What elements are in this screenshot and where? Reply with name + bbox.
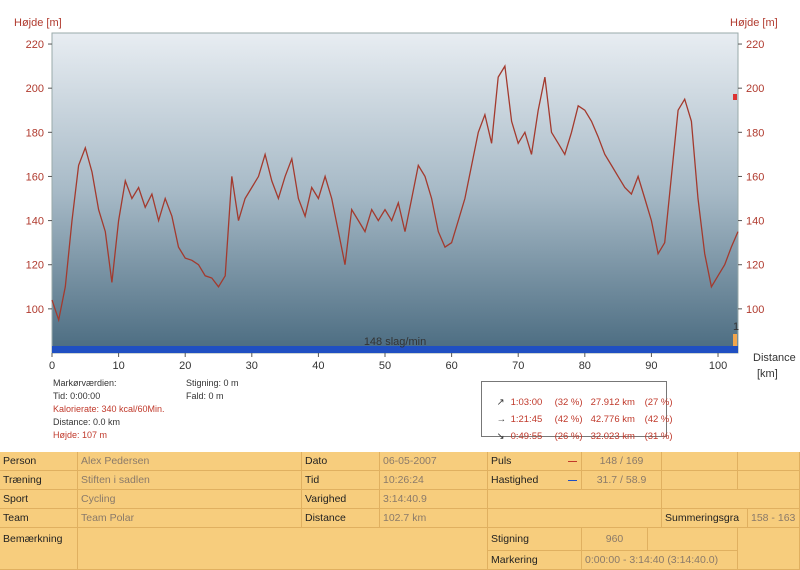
cursor-info: Markørværdien: Tid: 0:00:00 Kalorierate:…	[53, 377, 165, 442]
distance-label: Distance	[302, 509, 380, 528]
team-label: Team	[0, 509, 78, 528]
session-info-table: Person Alex Pedersen Dato 06-05-2007 Pul…	[0, 452, 800, 570]
arrow-down-icon: ↘	[496, 431, 505, 442]
stat-row-flat: → 1:21:45 (42 %) 42.776 km (42 %)	[496, 414, 673, 425]
summering-label: Summeringsgra	[662, 509, 748, 528]
markering-label: Markering	[488, 551, 582, 570]
y-tick-label-right: 180	[746, 127, 764, 139]
empty-cell	[738, 452, 800, 471]
stigning-value: 960	[582, 528, 648, 551]
empty-cell	[662, 490, 800, 509]
cursor-distance: Distance: 0.0 km	[53, 417, 121, 427]
empty-cell	[488, 490, 662, 509]
x-ticks: 0 10 20 30 40 50 60 70 80 90 100	[49, 353, 727, 372]
y-tick-label-right: 200	[746, 83, 764, 95]
y-axis-label-right: Højde [m]	[730, 17, 778, 29]
traening-label: Træning	[0, 471, 78, 490]
right-marker-label: 1	[733, 321, 739, 333]
varighed-value: 3:14:40.9	[380, 490, 488, 509]
cursor-time: Tid: 0:00:00	[53, 391, 101, 401]
arrow-up-icon: ↗	[496, 397, 505, 408]
climb-value: Stigning: 0 m	[186, 378, 239, 388]
climb-info: Stigning: 0 m Fald: 0 m	[186, 377, 239, 403]
y-tick-label-right: 120	[746, 260, 764, 272]
y-tick-label-right: 140	[746, 216, 764, 228]
descent-value: Fald: 0 m	[186, 391, 224, 401]
x-tick-label: 90	[645, 360, 657, 372]
x-tick-label: 0	[49, 360, 55, 372]
y-axis-label-left: Højde [m]	[14, 17, 62, 29]
y-tick-label-left: 180	[26, 127, 44, 139]
y-tick-label-left: 200	[26, 83, 44, 95]
puls-legend-icon	[568, 461, 577, 462]
empty-cell	[488, 509, 662, 528]
arrow-right-icon: →	[496, 414, 507, 425]
slope-stats-box: ↗ 1:03:00 (32 %) 27.912 km (27 %) → 1:21:45 (4…	[481, 381, 673, 442]
person-label: Person	[0, 452, 78, 471]
y-tick-label-left: 120	[26, 260, 44, 272]
empty-cell	[648, 528, 738, 551]
team-value: Team Polar	[78, 509, 302, 528]
x-tick-label: 80	[579, 360, 591, 372]
x-tick-label: 30	[246, 360, 258, 372]
x-axis-unit: [km]	[757, 368, 778, 380]
y-tick-label-right: 160	[746, 171, 764, 183]
y-tick-label-left: 100	[26, 304, 44, 316]
y-tick-label-left: 160	[26, 171, 44, 183]
right-marker-bar	[733, 334, 737, 346]
varighed-label: Varighed	[302, 490, 380, 509]
puls-label: Puls	[488, 452, 582, 471]
x-tick-label: 70	[512, 360, 524, 372]
tid-label: Tid	[302, 471, 380, 490]
distance-value: 102.7 km	[380, 509, 488, 528]
x-axis-label: Distance	[753, 352, 796, 364]
dato-label: Dato	[302, 452, 380, 471]
bemaerkning-value[interactable]	[78, 528, 488, 570]
plot-area	[51, 32, 739, 354]
heart-rate-band-label: 148 slag/min	[364, 336, 426, 348]
cursor-title: Markørværdien:	[53, 378, 117, 388]
hastighed-value: 31.7 / 58.9	[582, 471, 662, 490]
y-tick-label-left: 220	[26, 39, 44, 51]
stat-row-up: ↗ 1:03:00 (32 %) 27.912 km (27 %)	[496, 397, 673, 408]
y-tick-label-right: 220	[746, 39, 764, 51]
bemaerkning-label: Bemærkning	[0, 528, 78, 570]
x-tick-label: 20	[179, 360, 191, 372]
heart-rate-band	[52, 346, 738, 353]
cursor-calorie-rate: Kalorierate: 340 kcal/60Min.	[53, 404, 165, 414]
x-tick-label: 60	[445, 360, 457, 372]
y-tick-label-left: 140	[26, 216, 44, 228]
markering-value: 0:00:00 - 3:14:40 (3:14:40.0)	[582, 551, 738, 570]
dato-value: 06-05-2007	[380, 452, 488, 471]
x-tick-label: 100	[709, 360, 727, 372]
summering-value: 158 - 163	[748, 509, 800, 528]
stat-row-down: ↘ 0:49:55 (26 %) 32.023 km (31 %)	[496, 431, 673, 442]
puls-value: 148 / 169	[582, 452, 662, 471]
stigning-label: Stigning	[488, 528, 582, 551]
x-tick-label: 50	[379, 360, 391, 372]
cursor-altitude: Højde: 107 m	[53, 430, 108, 440]
empty-cell	[738, 471, 800, 490]
sport-value: Cycling	[78, 490, 302, 509]
x-tick-label: 10	[112, 360, 124, 372]
empty-cell	[662, 471, 738, 490]
altitude-line	[51, 64, 739, 323]
tid-value: 10:26:24	[380, 471, 488, 490]
hastighed-legend-icon	[568, 480, 577, 481]
right-marker	[733, 94, 737, 100]
y-ticks: 100 100 120 120 140 140 160 160 180 180 200 200 220 2…	[26, 39, 765, 316]
sport-label: Sport	[0, 490, 78, 509]
traening-value: Stiften i sadlen	[78, 471, 302, 490]
x-tick-label: 40	[312, 360, 324, 372]
empty-cell	[738, 528, 800, 570]
hastighed-label: Hastighed	[488, 471, 582, 490]
person-value: Alex Pedersen	[78, 452, 302, 471]
y-tick-label-right: 100	[746, 304, 764, 316]
empty-cell	[662, 452, 738, 471]
